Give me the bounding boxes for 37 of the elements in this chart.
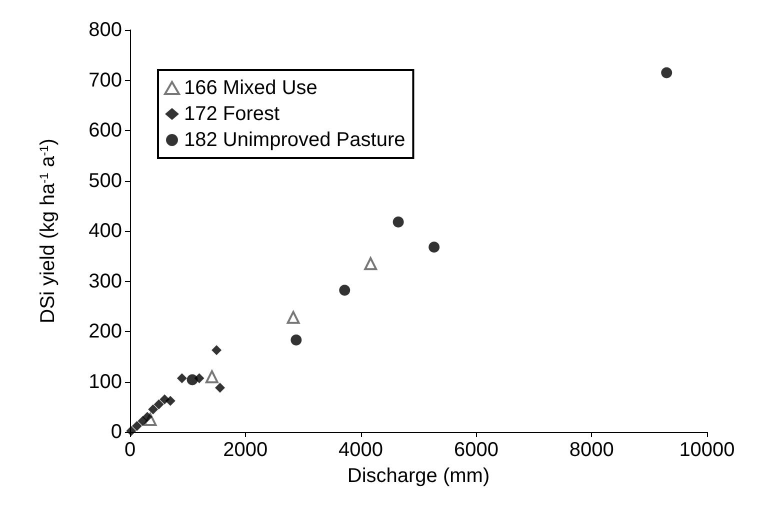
point: [165, 396, 176, 406]
y-tick-label: 400: [88, 220, 122, 242]
y-tick-label: 100: [88, 370, 122, 393]
point: [132, 420, 142, 431]
point: [286, 310, 300, 324]
x-tick-label: 0: [124, 439, 136, 461]
y-tick-label: 200: [88, 320, 122, 342]
x-tick-label: 2000: [223, 439, 268, 461]
x-axis-title: Discharge (mm): [347, 465, 490, 487]
point: [428, 242, 440, 253]
x-tick-label: 8000: [569, 439, 614, 461]
point: [290, 334, 302, 346]
point: [148, 404, 158, 414]
point: [339, 284, 350, 296]
point: [364, 257, 378, 270]
y-tick-label: 800: [88, 19, 122, 41]
point: [205, 370, 218, 384]
point: [215, 382, 226, 393]
point: [392, 216, 404, 228]
point: [154, 399, 164, 410]
legend-label: 166 Mixed Use: [184, 77, 318, 99]
y-axis-title: DSi yield (kg ha-1 a-1): [37, 138, 59, 324]
x-tick-label: 10000: [679, 439, 735, 461]
x-tick-label: 6000: [454, 439, 498, 461]
legend-label: 172 Forest: [184, 103, 280, 125]
y-tick-label: 300: [88, 270, 122, 292]
legend-label: 182 Unimproved Pasture: [184, 129, 406, 151]
point: [661, 67, 672, 78]
x-tick-label: 4000: [338, 439, 384, 461]
y-tick-label: 500: [88, 170, 122, 192]
y-tick-label: 0: [110, 421, 122, 443]
point: [126, 426, 136, 436]
y-tick-label: 700: [88, 69, 122, 92]
point: [186, 374, 198, 386]
point: [212, 345, 222, 356]
point: [176, 373, 187, 384]
y-tick-label: 600: [88, 120, 122, 142]
